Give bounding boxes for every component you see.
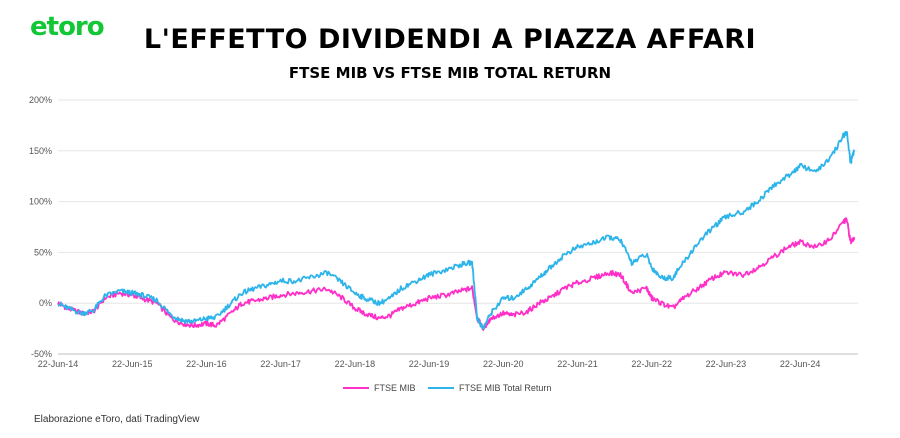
chart-subtitle: FTSE MIB VS FTSE MIB TOTAL RETURN [288,64,612,82]
y-tick-label: 150% [29,146,52,156]
x-tick-label: 22-Jun-17 [260,359,301,369]
x-tick-label: 22-Jun-21 [557,359,598,369]
x-tick-label: 22-Jun-19 [409,359,450,369]
x-tick-label: 22-Jun-23 [706,359,747,369]
source-note: Elaborazione eToro, dati TradingView [34,414,200,425]
x-tick-label: 22-Jun-24 [780,359,821,369]
y-tick-label: 50% [34,247,52,257]
x-tick-label: 22-Jun-18 [335,359,376,369]
chart-title: L'EFFETTO DIVIDENDI A PIAZZA AFFARI [143,24,757,55]
series-line-ftse-mib-total-return [57,130,856,331]
y-tick-label: 100% [29,197,52,207]
y-tick-label: 200% [29,95,52,105]
x-tick-label: 22-Jun-15 [112,359,153,369]
logo-text: etoro [30,12,105,42]
y-tick-label: -50% [31,349,52,359]
y-tick-label: 0% [39,298,52,308]
series-line-ftse-mib [57,217,856,332]
x-tick-label: 22-Jun-20 [483,359,524,369]
x-tick-label: 22-Jun-14 [38,359,79,369]
legend-label: FTSE MIB [374,383,416,393]
x-tick-label: 22-Jun-16 [186,359,227,369]
x-tick-label: 22-Jun-22 [631,359,672,369]
etoro-logo: etoro [30,12,105,42]
legend-label: FTSE MIB Total Return [459,383,551,393]
